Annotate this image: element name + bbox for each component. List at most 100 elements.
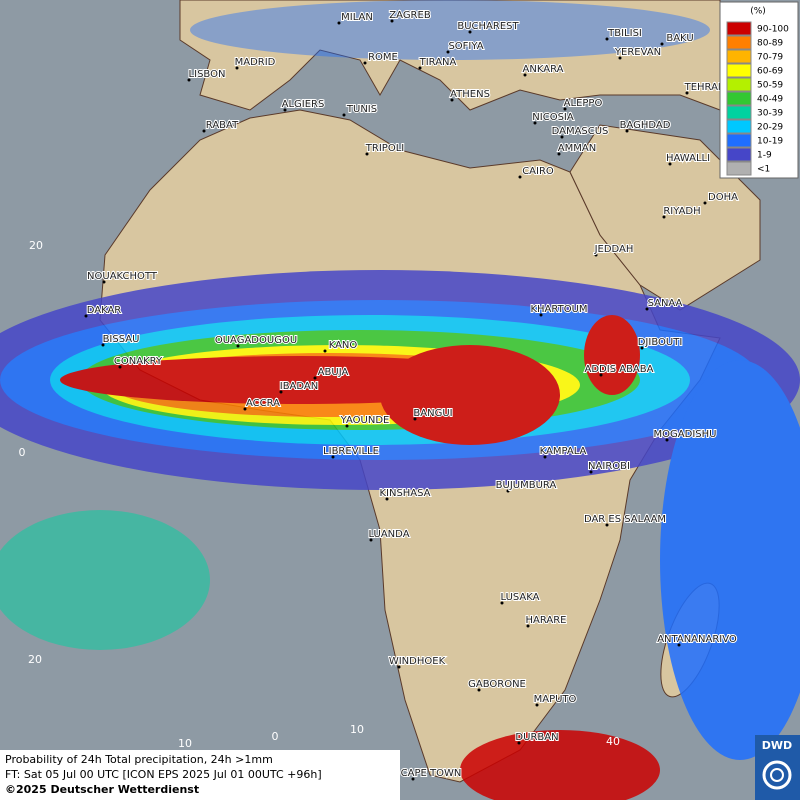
city-label: KINSHASA [379, 488, 430, 499]
city-label: TBILISI [607, 28, 642, 39]
city-dot [279, 390, 283, 394]
city-label: ALEPPO [564, 98, 603, 109]
city-label: TIRANA [419, 57, 457, 68]
city-label: NAIROBI [588, 461, 630, 472]
city-label: YEREVAN [614, 47, 661, 58]
city-label: JEDDAH [594, 244, 634, 255]
city-dot [236, 344, 240, 348]
city-dot [506, 489, 510, 493]
city-dot [331, 455, 335, 459]
grid-label: 20 [28, 653, 42, 666]
city-label: DOHA [708, 192, 738, 203]
legend-swatch [726, 147, 752, 162]
city-label: LUSAKA [501, 592, 540, 603]
city-label: MILAN [341, 12, 373, 23]
legend-swatch [726, 21, 752, 36]
city-dot [677, 643, 681, 647]
city-dot [397, 665, 401, 669]
city-label: GABORONE [468, 679, 526, 690]
city-label: BAKU [666, 33, 693, 44]
logo-text: DWD [762, 739, 792, 752]
city-label: BAGHDAD [620, 120, 671, 131]
city-dot [662, 215, 666, 219]
city-dot [640, 346, 644, 350]
city-dot [543, 455, 547, 459]
city-label: ACCRA [246, 398, 280, 409]
city-label: CONAKRY [114, 356, 163, 367]
city-dot [557, 152, 561, 156]
city-dot [337, 21, 341, 25]
legend-label: 1-9 [757, 151, 772, 161]
city-dot [618, 56, 622, 60]
grid-label: 10 [350, 723, 364, 736]
city-dot [102, 280, 106, 284]
city-dot [605, 523, 609, 527]
city-dot [342, 113, 346, 117]
grid-label: 40 [606, 735, 620, 748]
city-dot [526, 624, 530, 628]
city-dot [369, 538, 373, 542]
city-label: NICOSIA [532, 112, 574, 123]
legend-swatch [726, 161, 752, 176]
city-label: HARARE [525, 615, 566, 626]
city-dot [539, 313, 543, 317]
legend-swatch [726, 119, 752, 134]
legend-title: (%) [750, 7, 766, 17]
city-dot [363, 61, 367, 65]
city-dot [523, 73, 527, 77]
legend-label: <1 [757, 165, 770, 175]
city-label: TEHRAN [684, 82, 726, 93]
legend-label: 90-100 [757, 25, 789, 35]
city-dot [645, 307, 649, 311]
city-dot [535, 703, 539, 707]
city-dot [560, 135, 564, 139]
city-dot [660, 42, 664, 46]
city-dot [365, 152, 369, 156]
city-dot [313, 376, 317, 380]
city-label: RIYADH [663, 206, 700, 217]
city-label: CAPE TOWN [401, 768, 462, 779]
city-dot [533, 121, 537, 125]
footer: Probability of 24h Total precipitation, … [0, 750, 400, 800]
legend-label: 10-19 [757, 137, 783, 147]
city-label: DAKAR [87, 305, 122, 316]
city-dot [589, 470, 593, 474]
city-dot [413, 417, 417, 421]
city-dot [345, 424, 349, 428]
legend-label: 30-39 [757, 109, 783, 119]
city-label: DJIBOUTI [638, 337, 683, 348]
city-label: MOGADISHU [654, 429, 717, 440]
city-label: SANAA [648, 298, 683, 309]
logo: DWD [755, 735, 800, 800]
legend-swatch [726, 35, 752, 50]
legend-label: 50-59 [757, 81, 783, 91]
city-label: IBADAN [280, 381, 319, 392]
city-label: LISBON [189, 69, 226, 80]
city-dot [450, 98, 454, 102]
city-dot [594, 253, 598, 257]
grid-label: 10 [178, 737, 192, 750]
city-label: KAMPALA [540, 446, 587, 457]
city-dot [235, 66, 239, 70]
legend-label: 80-89 [757, 39, 783, 49]
city-dot [390, 19, 394, 23]
city-dot [605, 37, 609, 41]
city-label: TRIPOLI [365, 143, 404, 154]
city-label: ALGIERS [282, 99, 325, 110]
city-dot [101, 343, 105, 347]
city-label: BANGUI [413, 408, 452, 419]
city-dot [518, 175, 522, 179]
city-label: DURBAN [515, 732, 558, 743]
footer-line: ©2025 Deutscher Wetterdienst [5, 783, 199, 796]
legend-swatch [726, 91, 752, 106]
city-dot [202, 129, 206, 133]
city-label: KHARTOUM [530, 304, 587, 315]
city-label: BUJUMBURA [496, 480, 557, 491]
city-label: SOFIYA [448, 41, 483, 52]
city-label: NOUAKCHOTT [87, 271, 158, 282]
city-label: TUNIS [346, 104, 377, 115]
footer-line: Probability of 24h Total precipitation, … [5, 753, 273, 766]
city-label: RABAT [206, 120, 239, 131]
city-dot [118, 365, 122, 369]
city-label: BUCHAREST [457, 21, 519, 32]
